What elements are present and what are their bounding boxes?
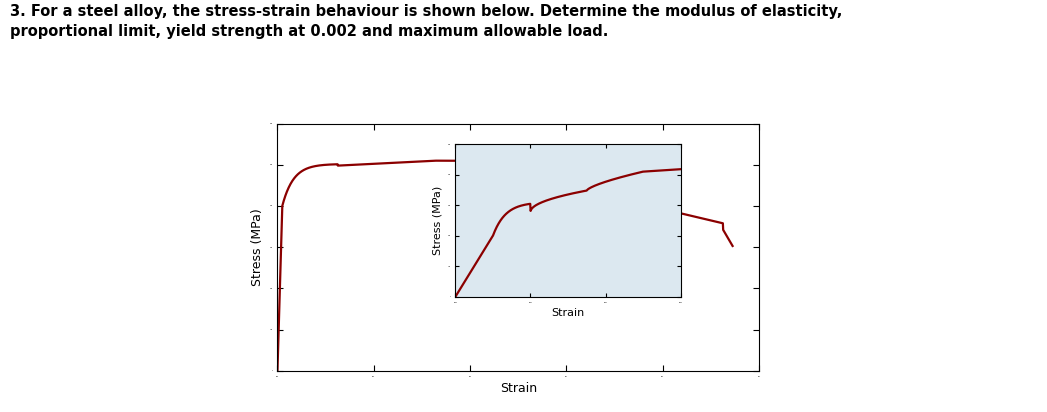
- X-axis label: Strain: Strain: [552, 308, 584, 318]
- Y-axis label: Stress (MPa): Stress (MPa): [251, 208, 265, 286]
- X-axis label: Strain: Strain: [499, 382, 537, 395]
- Text: 3. For a steel alloy, the stress-strain behaviour is shown below. Determine the : 3. For a steel alloy, the stress-strain …: [10, 4, 843, 39]
- Y-axis label: Stress (MPa): Stress (MPa): [432, 186, 443, 255]
